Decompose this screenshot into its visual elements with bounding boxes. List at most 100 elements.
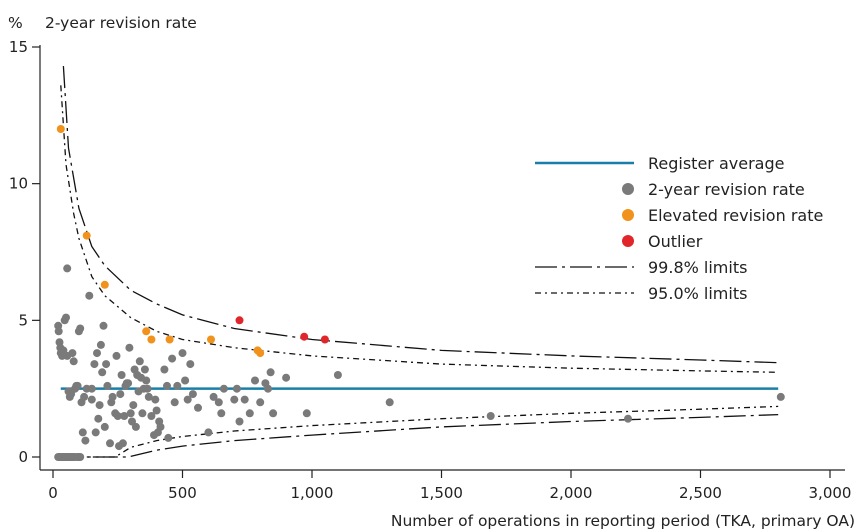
revision-rate-point	[106, 439, 114, 448]
y-tick-label: 15	[9, 38, 28, 56]
x-tick-label: 1,000	[291, 484, 334, 502]
axes	[39, 45, 845, 471]
revision-rate-point	[776, 392, 785, 401]
revision-rate-point	[117, 371, 126, 379]
elevated-rate-point	[142, 327, 151, 336]
revision-rate-point	[624, 414, 632, 423]
revision-rate-point	[194, 403, 202, 412]
elevated-rate-point	[256, 349, 265, 358]
x-tick-label: 0	[48, 484, 58, 502]
revision-rate-point	[214, 398, 223, 407]
revision-rate-point	[143, 384, 152, 393]
revision-rate-point	[113, 412, 122, 420]
revision-rate-point	[240, 395, 249, 404]
y-tick-label: 10	[9, 175, 28, 193]
revision-rate-point	[120, 412, 129, 420]
revision-rate-point	[95, 401, 104, 410]
legend-label: Elevated revision rate	[648, 206, 823, 225]
revision-rate-point	[147, 412, 156, 420]
control-limit-lines	[60, 66, 779, 458]
x-tick-label: 3,000	[809, 484, 852, 502]
x-tick-label: 500	[168, 484, 197, 502]
revision-rate-point	[232, 384, 241, 393]
revision-rate-point	[103, 381, 112, 390]
revision-rate-point	[138, 409, 147, 418]
revision-rate-point	[333, 371, 342, 379]
x-tick-label: 2,500	[679, 484, 722, 502]
x-tick-label: 2,000	[550, 484, 593, 502]
revision-rate-point	[181, 376, 190, 385]
revision-rate-point	[78, 428, 87, 437]
revision-rate-point	[168, 354, 177, 363]
legend-label: 2-year revision rate	[648, 180, 805, 199]
revision-rate-point	[170, 398, 179, 407]
legend-label: 95.0% limits	[648, 284, 747, 303]
revision-rate-point	[126, 409, 135, 418]
revision-rate-point	[142, 376, 151, 385]
outlier-point	[300, 332, 309, 341]
legend-label: 99.8% limits	[648, 258, 747, 277]
revision-rate-point	[144, 392, 153, 401]
revision-rate-point	[269, 409, 278, 418]
revision-rate-point	[91, 428, 100, 437]
revision-rate-point	[63, 264, 72, 273]
revision-rate-point	[102, 360, 111, 369]
revision-rate-point	[125, 343, 134, 352]
revision-rate-point	[76, 453, 85, 461]
revision-rate-point	[118, 439, 127, 448]
revision-rate-point	[85, 291, 94, 300]
legend-symbol-dot	[622, 183, 634, 195]
revision-rate-point	[156, 422, 165, 431]
revision-rate-point	[163, 381, 171, 390]
revision-rate-point	[98, 368, 107, 377]
revision-rate-point	[486, 412, 495, 420]
outlier-point	[320, 335, 329, 344]
elevated-rate-point	[207, 335, 215, 344]
chart-title: 2-year revision rate	[45, 14, 197, 32]
revision-rate-point	[302, 409, 311, 418]
revision-rate-point	[90, 360, 99, 369]
upper-99-8-limit-line	[62, 66, 779, 364]
elevated-rate-point	[82, 231, 91, 240]
y-tick-label: 0	[18, 448, 28, 466]
revision-rate-point	[112, 351, 121, 360]
revision-rate-point	[264, 384, 272, 393]
revision-rate-point	[186, 360, 195, 369]
revision-rate-point	[245, 409, 254, 418]
revision-rate-point	[129, 401, 138, 410]
legend-label: Register average	[648, 154, 784, 173]
revision-rate-point	[69, 357, 78, 366]
revision-rate-point	[80, 392, 89, 401]
revision-rate-point	[256, 398, 265, 407]
revision-rate-point	[131, 422, 140, 431]
revision-rate-point	[230, 395, 239, 404]
legend-label: Outlier	[648, 232, 703, 251]
x-axis-title: Number of operations in reporting period…	[391, 512, 855, 530]
revision-rate-point	[99, 321, 108, 330]
revision-rate-point	[173, 381, 182, 390]
revision-rate-point	[152, 406, 161, 415]
revision-rate-point	[76, 324, 85, 333]
revision-rate-point	[54, 327, 63, 336]
revision-rate-point	[219, 384, 228, 393]
revision-rate-point	[68, 349, 77, 358]
outlier-point	[235, 316, 244, 325]
revision-rate-point	[266, 368, 275, 377]
revision-rate-point	[96, 340, 105, 349]
y-tick-label: 5	[18, 311, 28, 329]
lower-95-0-limit-line	[60, 405, 779, 458]
revision-rate-point	[183, 395, 192, 404]
upper-95-0-limit-line	[60, 85, 779, 373]
revision-rate-point	[282, 373, 291, 382]
legend: Register average 2-year revision rate Elev…	[535, 154, 823, 303]
revision-rate-point	[62, 313, 70, 322]
revision-rate-point	[178, 349, 187, 358]
revision-rate-point	[81, 436, 90, 445]
revision-rate-point	[217, 409, 226, 418]
revision-rate-point	[209, 392, 218, 401]
revision-rate-point	[100, 422, 109, 431]
y-axis-unit: %	[8, 14, 23, 32]
elevated-rate-point	[147, 335, 156, 344]
revision-rate-point	[116, 390, 125, 399]
